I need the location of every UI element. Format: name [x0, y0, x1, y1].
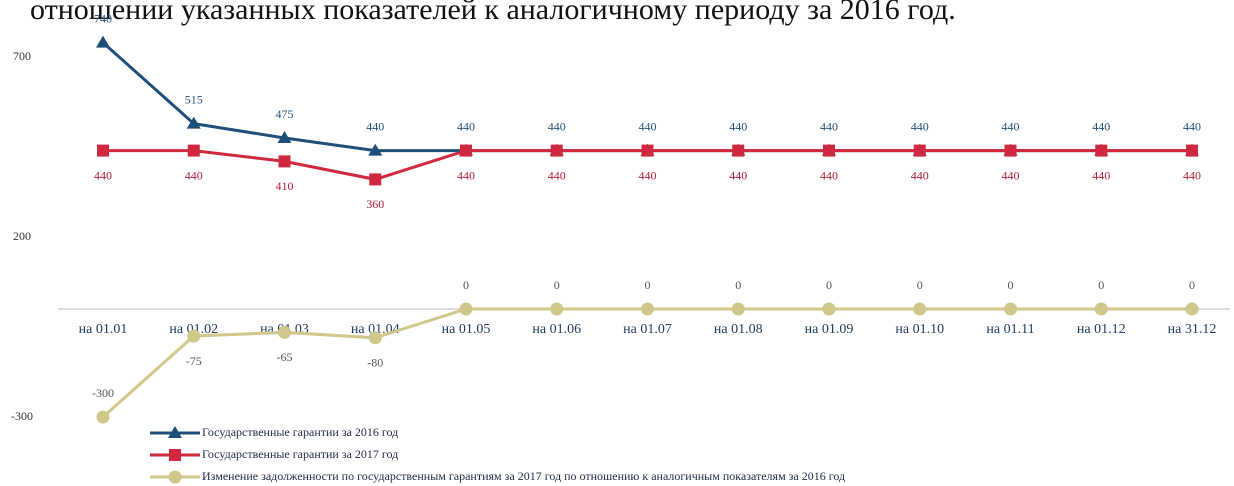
data-label: 440: [1092, 119, 1110, 133]
point: [550, 302, 564, 316]
data-label: 0: [463, 278, 469, 292]
point: [641, 144, 654, 157]
data-label: 0: [1008, 278, 1014, 292]
data-label: 440: [457, 119, 475, 133]
data-label: 440: [911, 119, 929, 133]
point: [186, 116, 201, 129]
data-label: 0: [645, 278, 651, 292]
point: [1004, 302, 1017, 316]
data-label: 0: [554, 278, 560, 292]
data-label: 0: [826, 278, 832, 292]
data-label: 515: [185, 92, 203, 106]
data-label: 440: [1002, 168, 1020, 182]
x-tick-label: на 01.07: [623, 322, 672, 337]
x-tick-label: на 01.05: [442, 322, 491, 337]
data-label: 440: [820, 119, 838, 133]
data-label: 440: [366, 119, 384, 133]
data-label: 440: [1183, 119, 1201, 133]
data-label: -65: [277, 350, 293, 364]
point: [369, 173, 382, 186]
point: [1095, 144, 1108, 157]
x-tick-label: на 01.10: [895, 322, 944, 337]
data-label: 475: [276, 107, 294, 121]
point: [187, 329, 201, 343]
x-tick-label: на 01.08: [714, 322, 763, 337]
legend-label: Государственные гарантии за 2016 год: [202, 425, 398, 439]
data-label: 410: [276, 179, 294, 193]
point: [278, 325, 291, 339]
point: [1186, 144, 1198, 157]
point: [913, 302, 927, 316]
point: [459, 302, 473, 316]
point: [822, 302, 836, 316]
data-label: 440: [729, 119, 747, 133]
point: [96, 35, 110, 48]
data-label: -75: [186, 354, 202, 368]
data-label: 440: [1183, 168, 1201, 182]
series-line: [102, 41, 1192, 153]
legend-label: Изменение задолженности по государственн…: [202, 469, 845, 483]
x-tick-label: на 01.01: [79, 322, 128, 337]
data-label: 0: [917, 278, 923, 292]
legend-label: Государственные гарантии за 2017 год: [202, 447, 398, 461]
data-label: 360: [366, 197, 384, 211]
data-label: -300: [92, 386, 114, 400]
x-tick-label: на 01.11: [986, 322, 1034, 337]
point: [168, 426, 182, 438]
data-label: -80: [367, 356, 383, 370]
x-tick-label: на 31.12: [1168, 322, 1217, 337]
data-label: 440: [457, 168, 475, 182]
data-label: 440: [911, 168, 929, 182]
point: [1185, 302, 1199, 316]
point: [641, 302, 654, 316]
y-tick-label: -300: [11, 409, 33, 423]
data-label: 0: [1189, 278, 1195, 292]
point: [277, 131, 292, 143]
x-tick-label: на 01.12: [1077, 322, 1126, 337]
chart-title: отношении указанных показателей к аналог…: [30, 0, 956, 26]
point: [460, 144, 472, 157]
point: [823, 144, 835, 157]
point: [1004, 144, 1017, 157]
data-label: 440: [639, 168, 657, 182]
data-label: 440: [820, 168, 838, 182]
point: [368, 143, 383, 156]
point: [169, 449, 181, 461]
point: [731, 302, 745, 316]
point: [278, 155, 291, 168]
point: [1094, 302, 1108, 316]
point: [913, 144, 926, 157]
y-tick-label: 200: [13, 229, 31, 243]
data-label: 440: [548, 168, 566, 182]
data-label: 440: [548, 119, 566, 133]
data-label: 440: [1092, 168, 1110, 182]
data-label: 440: [639, 119, 657, 133]
data-label: 0: [735, 278, 741, 292]
data-label: 0: [1098, 278, 1104, 292]
point: [96, 410, 110, 424]
point: [168, 470, 182, 484]
point: [732, 144, 745, 157]
data-label: 740: [94, 11, 112, 25]
point: [550, 144, 563, 157]
y-tick-label: 700: [13, 49, 31, 63]
data-label: 440: [1002, 119, 1020, 133]
point: [97, 144, 109, 157]
data-label: 440: [729, 168, 747, 182]
data-label: 440: [94, 168, 112, 182]
point: [187, 144, 200, 157]
x-tick-label: на 01.06: [532, 322, 581, 337]
point: [368, 331, 382, 345]
x-tick-label: на 01.09: [805, 322, 854, 337]
data-label: 440: [185, 168, 203, 182]
